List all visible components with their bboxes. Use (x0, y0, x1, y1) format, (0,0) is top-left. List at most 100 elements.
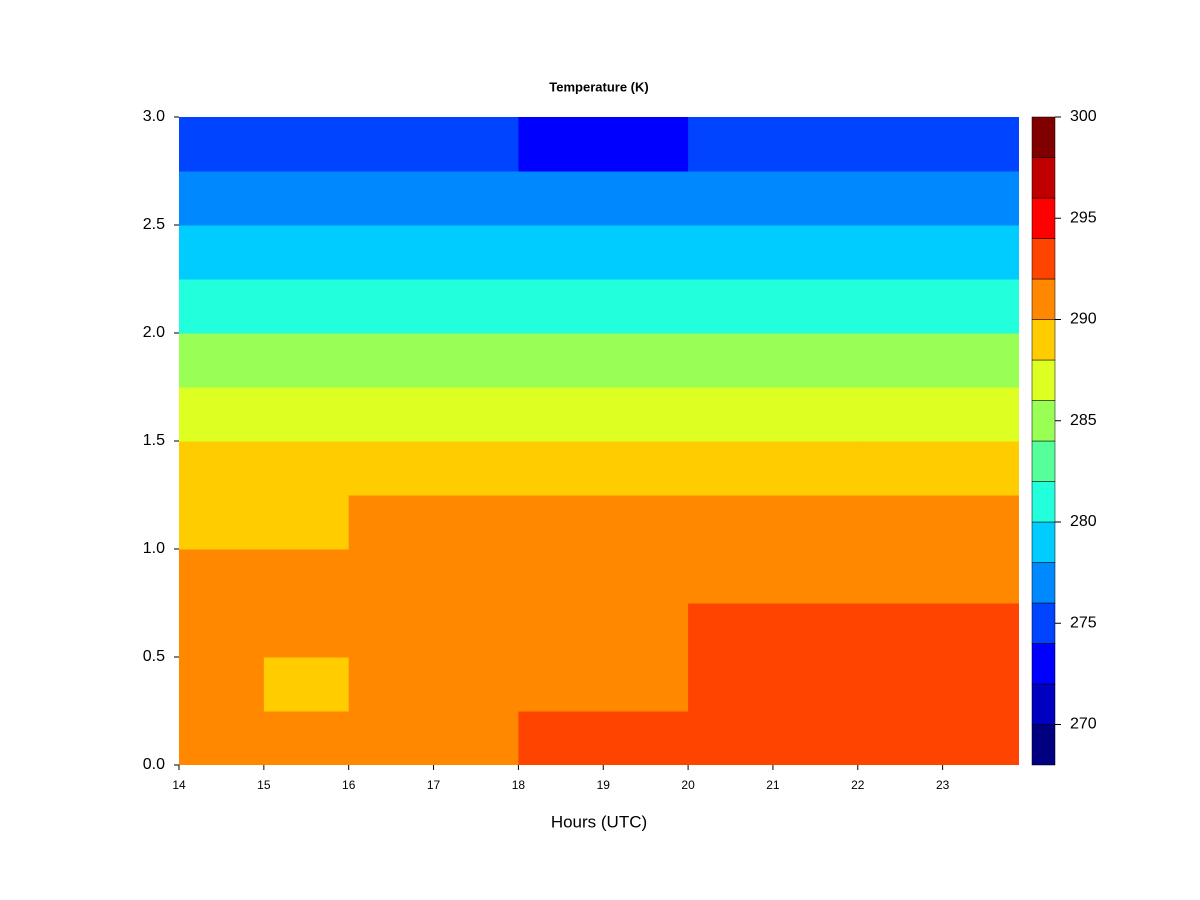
contour-cell (518, 657, 604, 712)
contour-cell (857, 549, 944, 604)
colorbar-band (1031, 562, 1056, 604)
contour-cell (688, 225, 774, 280)
colorbar-band (1031, 238, 1056, 280)
x-tick-label: 16 (342, 778, 356, 792)
contour-cell (603, 279, 689, 334)
contour-cell (263, 603, 350, 658)
x-tick-label: 17 (427, 778, 441, 792)
contour-cell (263, 549, 350, 604)
colorbar-tick-label: 270 (1070, 716, 1097, 733)
contour-cell (433, 117, 519, 172)
contour-cell (603, 495, 689, 550)
contour-cell (688, 549, 774, 604)
contour-cell (772, 657, 859, 712)
contour-cell (772, 387, 859, 442)
colorbar-tick-label: 295 (1070, 209, 1097, 226)
contour-cell (518, 225, 604, 280)
contour-cell (518, 495, 604, 550)
contour-cell (772, 711, 859, 765)
contour-cell (857, 333, 944, 388)
contour-cell (263, 171, 350, 226)
contour-cell (942, 549, 1019, 604)
colorbar-band (1031, 359, 1056, 401)
contour-cell (603, 333, 689, 388)
y-tick-label: 0.0 (143, 756, 165, 773)
contour-cell (518, 279, 604, 334)
contour-cell (348, 117, 435, 172)
contour-cell (433, 549, 519, 604)
contour-cell (263, 225, 350, 280)
colorbar-band (1031, 683, 1056, 725)
contour-cell (688, 171, 774, 226)
contour-cell (857, 711, 944, 765)
contour-cell (772, 603, 859, 658)
contour-cell (857, 279, 944, 334)
contour-cell (688, 279, 774, 334)
contour-cell (518, 333, 604, 388)
contour-cell (942, 711, 1019, 765)
contour-cell (603, 549, 689, 604)
contour-cell (518, 603, 604, 658)
contour-cell (857, 441, 944, 496)
x-tick-label: 15 (257, 778, 271, 792)
x-tick-label: 22 (851, 778, 865, 792)
y-tick-label: 0.5 (143, 648, 165, 665)
colorbar-tick-label: 275 (1070, 614, 1097, 631)
contour-cell (348, 441, 435, 496)
colorbar-band (1031, 440, 1056, 482)
contour-cell (348, 549, 435, 604)
contour-cell (263, 441, 350, 496)
contour-cell (348, 225, 435, 280)
contour-cell (263, 279, 350, 334)
contour-cell (857, 225, 944, 280)
contour-cell (433, 171, 519, 226)
colorbar-band (1031, 602, 1056, 644)
contour-cell (603, 117, 689, 172)
contour-cell (857, 603, 944, 658)
x-tick-label: 18 (512, 778, 526, 792)
x-tick-label: 14 (172, 778, 186, 792)
contour-cell (433, 495, 519, 550)
colorbar-band (1031, 481, 1056, 523)
contour-cell (942, 603, 1019, 658)
x-tick-label: 23 (936, 778, 950, 792)
y-tick-label: 2.5 (143, 216, 165, 233)
contour-cell (942, 657, 1019, 712)
colorbar-band (1031, 278, 1056, 320)
contour-cell (942, 279, 1019, 334)
contour-cell (518, 549, 604, 604)
contour-cell (772, 117, 859, 172)
contour-cell (772, 225, 859, 280)
contour-cell (433, 603, 519, 658)
colorbar-tick-label: 280 (1070, 513, 1097, 530)
contour-cell (263, 117, 350, 172)
contour-cell (433, 279, 519, 334)
contour-cell (433, 441, 519, 496)
contour-cell (942, 117, 1019, 172)
colorbar-band (1031, 643, 1056, 685)
contour-cell (603, 387, 689, 442)
contour-cell (772, 549, 859, 604)
contour-cell (688, 333, 774, 388)
contour-cell (942, 333, 1019, 388)
colorbar-band (1031, 116, 1056, 158)
contour-cell (688, 495, 774, 550)
contour-cell (179, 441, 265, 496)
colorbar-band (1031, 319, 1056, 361)
contour-cell (772, 333, 859, 388)
contour-cell (348, 387, 435, 442)
y-tick-label: 3.0 (143, 108, 165, 125)
contour-cell (772, 495, 859, 550)
contour-cell (179, 657, 265, 712)
contour-cell (179, 117, 265, 172)
contour-cell (688, 117, 774, 172)
contour-cell (857, 495, 944, 550)
contour-cell (942, 495, 1019, 550)
contour-cell (179, 333, 265, 388)
y-tick-label: 1.0 (143, 540, 165, 557)
colorbar-band (1031, 724, 1056, 766)
colorbar-tick-label: 290 (1070, 311, 1097, 328)
contour-cell (518, 441, 604, 496)
contour-cell (179, 603, 265, 658)
